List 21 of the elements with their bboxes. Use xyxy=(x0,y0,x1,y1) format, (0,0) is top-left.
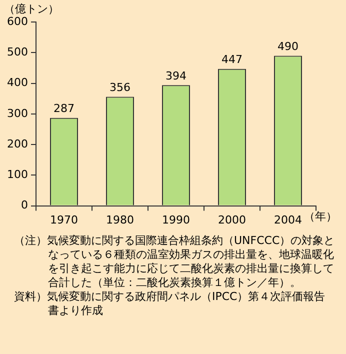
x-tick-label: 2000 xyxy=(218,213,246,226)
y-tick-label: 0 xyxy=(20,198,28,212)
y-tick-label: 200 xyxy=(6,137,28,150)
x-tick-label: 1980 xyxy=(106,213,134,226)
x-tick-label: 1990 xyxy=(162,213,190,226)
y-tick-label: 400 xyxy=(6,76,28,90)
data-label: 394 xyxy=(166,69,186,82)
text: 資料）気候変動に関する政府間パネル（IPCC）第４次評価報告書より作成 xyxy=(14,290,326,318)
y-tick-label: 500 xyxy=(6,45,28,58)
data-label: 490 xyxy=(278,40,298,54)
x-axis-title: （年） xyxy=(304,210,337,224)
x-tick-label: 1970 xyxy=(50,213,78,226)
x-tick-label: 2004 xyxy=(274,213,302,226)
data-label: 447 xyxy=(222,53,242,66)
y-axis-title: （億トン） xyxy=(4,2,59,16)
y-tick-label: 600 xyxy=(6,14,28,28)
y-tick-label: 300 xyxy=(6,106,28,120)
data-label: 287 xyxy=(53,102,74,116)
text: （注）気候変動に関する国際連合枠組条約（UNFCCC）の対象となっている６種類の温室効果ガスの排出量を、地球温暖化を引き起こす能力に応じて二酸化炭素の排出量に換算して合計した（単位：二酸化炭素換算１億トン／年）。 xyxy=(14,234,336,290)
data-label: 356 xyxy=(109,81,130,94)
y-tick-label: 100 xyxy=(6,168,28,182)
